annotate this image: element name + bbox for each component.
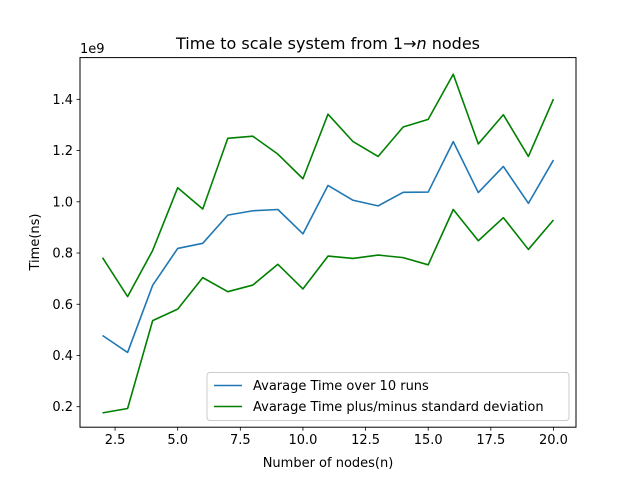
chart-title: Time to scale system from 1→n nodes xyxy=(175,34,480,53)
x-ticks: 2.5 5.0 7.5 10.0 12.5 15.0 17.5 20.0 xyxy=(105,427,568,448)
series-line-2 xyxy=(102,208,555,414)
x-tick-label: 2.5 xyxy=(105,433,126,448)
x-tick-label: 7.5 xyxy=(230,433,251,448)
y-tick-label: 0.4 xyxy=(52,349,73,364)
y-tick-label: 0.2 xyxy=(52,400,73,415)
y-ticks: 0.2 0.4 0.6 0.8 1.0 1.2 1.4 xyxy=(52,93,80,415)
x-tick-label: 12.5 xyxy=(351,433,380,448)
x-tick-label: 15.0 xyxy=(414,433,443,448)
y-tick-label: 1.2 xyxy=(52,144,73,159)
legend-box xyxy=(206,372,570,421)
x-tick-label: 20.0 xyxy=(539,433,568,448)
y-tick-label: 1.0 xyxy=(52,195,73,210)
x-tick-label: 5.0 xyxy=(167,433,188,448)
legend: Avarage Time over 10 runs Avarage Time pl… xyxy=(206,372,570,421)
y-tick-label: 0.6 xyxy=(52,298,73,313)
legend-label: Avarage Time over 10 runs xyxy=(253,379,429,394)
y-tick-label: 0.8 xyxy=(52,247,73,262)
y-tick-label: 1.4 xyxy=(52,93,73,108)
x-axis-label: Number of nodes(n) xyxy=(263,456,394,471)
series-line-1 xyxy=(101,73,555,298)
y-axis-label: Time(ns) xyxy=(28,214,43,272)
series-line-0 xyxy=(102,140,555,354)
y-offset-label: 1e9 xyxy=(80,42,105,57)
legend-label: Avarage Time plus/minus standard deviati… xyxy=(253,400,544,415)
chart-title-variable: n xyxy=(417,34,427,53)
x-tick-label: 17.5 xyxy=(476,433,505,448)
chart-title-suffix: nodes xyxy=(427,34,480,53)
plot-area-frame xyxy=(79,57,577,428)
plot-lines xyxy=(101,73,555,414)
chart-title-prefix: Time to scale system from 1→ xyxy=(175,34,417,53)
x-tick-label: 10.0 xyxy=(288,433,317,448)
